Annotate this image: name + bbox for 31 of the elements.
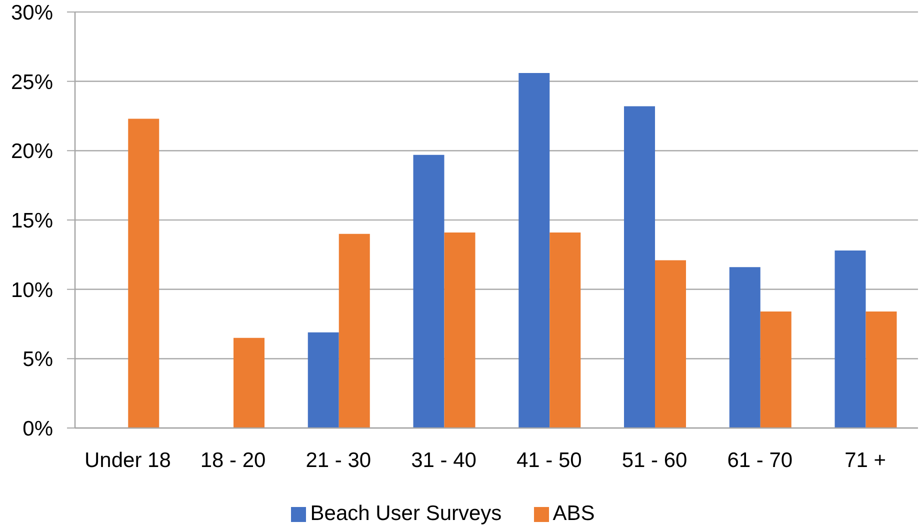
legend-label: Beach User Surveys [310,502,502,525]
y-tick-label: 0% [22,417,53,440]
y-tick-label: 20% [10,140,53,164]
x-tick-label: 31 - 40 [411,448,477,472]
bar [866,312,897,428]
y-tick-label: 15% [10,209,53,232]
bar [128,118,160,428]
bar [655,260,686,428]
x-tick-label: 71 + [844,448,886,472]
y-tick-label: 25% [10,70,53,94]
bar [834,250,866,428]
bar [760,312,792,428]
y-tick-label: 10% [10,278,53,302]
x-tick-label: 51 - 60 [622,448,688,472]
bar [234,338,265,428]
bar [550,232,581,428]
x-tick-label: 18 - 20 [200,448,266,472]
y-tick-label: 5% [22,348,53,372]
x-tick-label: 21 - 30 [306,448,372,472]
legend-label: ABS [552,502,595,525]
bar [444,232,476,428]
x-tick-label: 61 - 70 [727,448,793,472]
x-tick-label: 41 - 50 [516,448,582,472]
x-tick-label: Under 18 [84,448,171,472]
bar [624,106,656,428]
y-tick-label: 30% [10,1,53,24]
bar [308,332,339,428]
bar [518,73,550,428]
bar [413,154,444,428]
bar [729,267,760,428]
bar [338,234,370,428]
